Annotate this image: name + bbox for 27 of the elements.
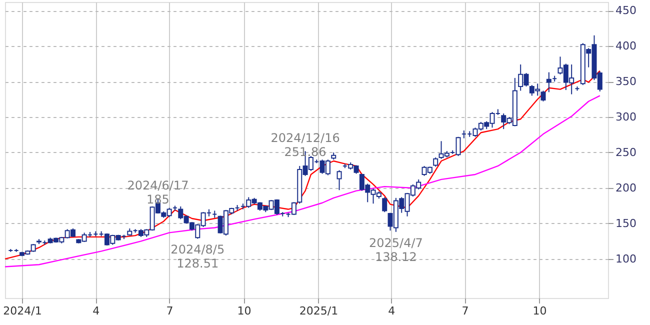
annotation: 2024/8/5 128.51 — [170, 242, 225, 271]
x-tick-label: 10 — [237, 304, 252, 318]
annotation: 2024/12/16 251.86 — [270, 131, 340, 160]
x-tick-label: 2024/1 — [3, 304, 42, 318]
x-tick-label: 7 — [166, 304, 174, 318]
x-tick-label: 10 — [532, 304, 547, 318]
candlestick — [540, 90, 546, 102]
y-tick-label: 100 — [616, 252, 636, 266]
y-tick-label: 150 — [616, 216, 636, 230]
y-tick-label: 300 — [616, 110, 636, 124]
x-tick-label: 4 — [92, 304, 100, 318]
y-tick-label: 250 — [616, 146, 636, 159]
line-series — [4, 95, 601, 268]
candlestick — [546, 72, 552, 93]
y-tick-label: 450 — [616, 4, 636, 18]
y-tick-label: 400 — [616, 40, 636, 53]
annotation: 2024/6/17 185 — [127, 178, 189, 207]
line-series — [4, 70, 601, 260]
candlestick — [382, 196, 388, 213]
y-tick-label: 200 — [616, 181, 636, 194]
annotation: 2025/4/7 138.12 — [368, 236, 423, 264]
y-tick-label: 350 — [616, 75, 636, 88]
candlestick — [433, 156, 438, 168]
candlestick — [336, 170, 342, 191]
x-tick-label: 2025/1 — [299, 304, 338, 318]
x-tick-label: 7 — [462, 304, 469, 318]
x-tick-label: 4 — [388, 304, 396, 318]
